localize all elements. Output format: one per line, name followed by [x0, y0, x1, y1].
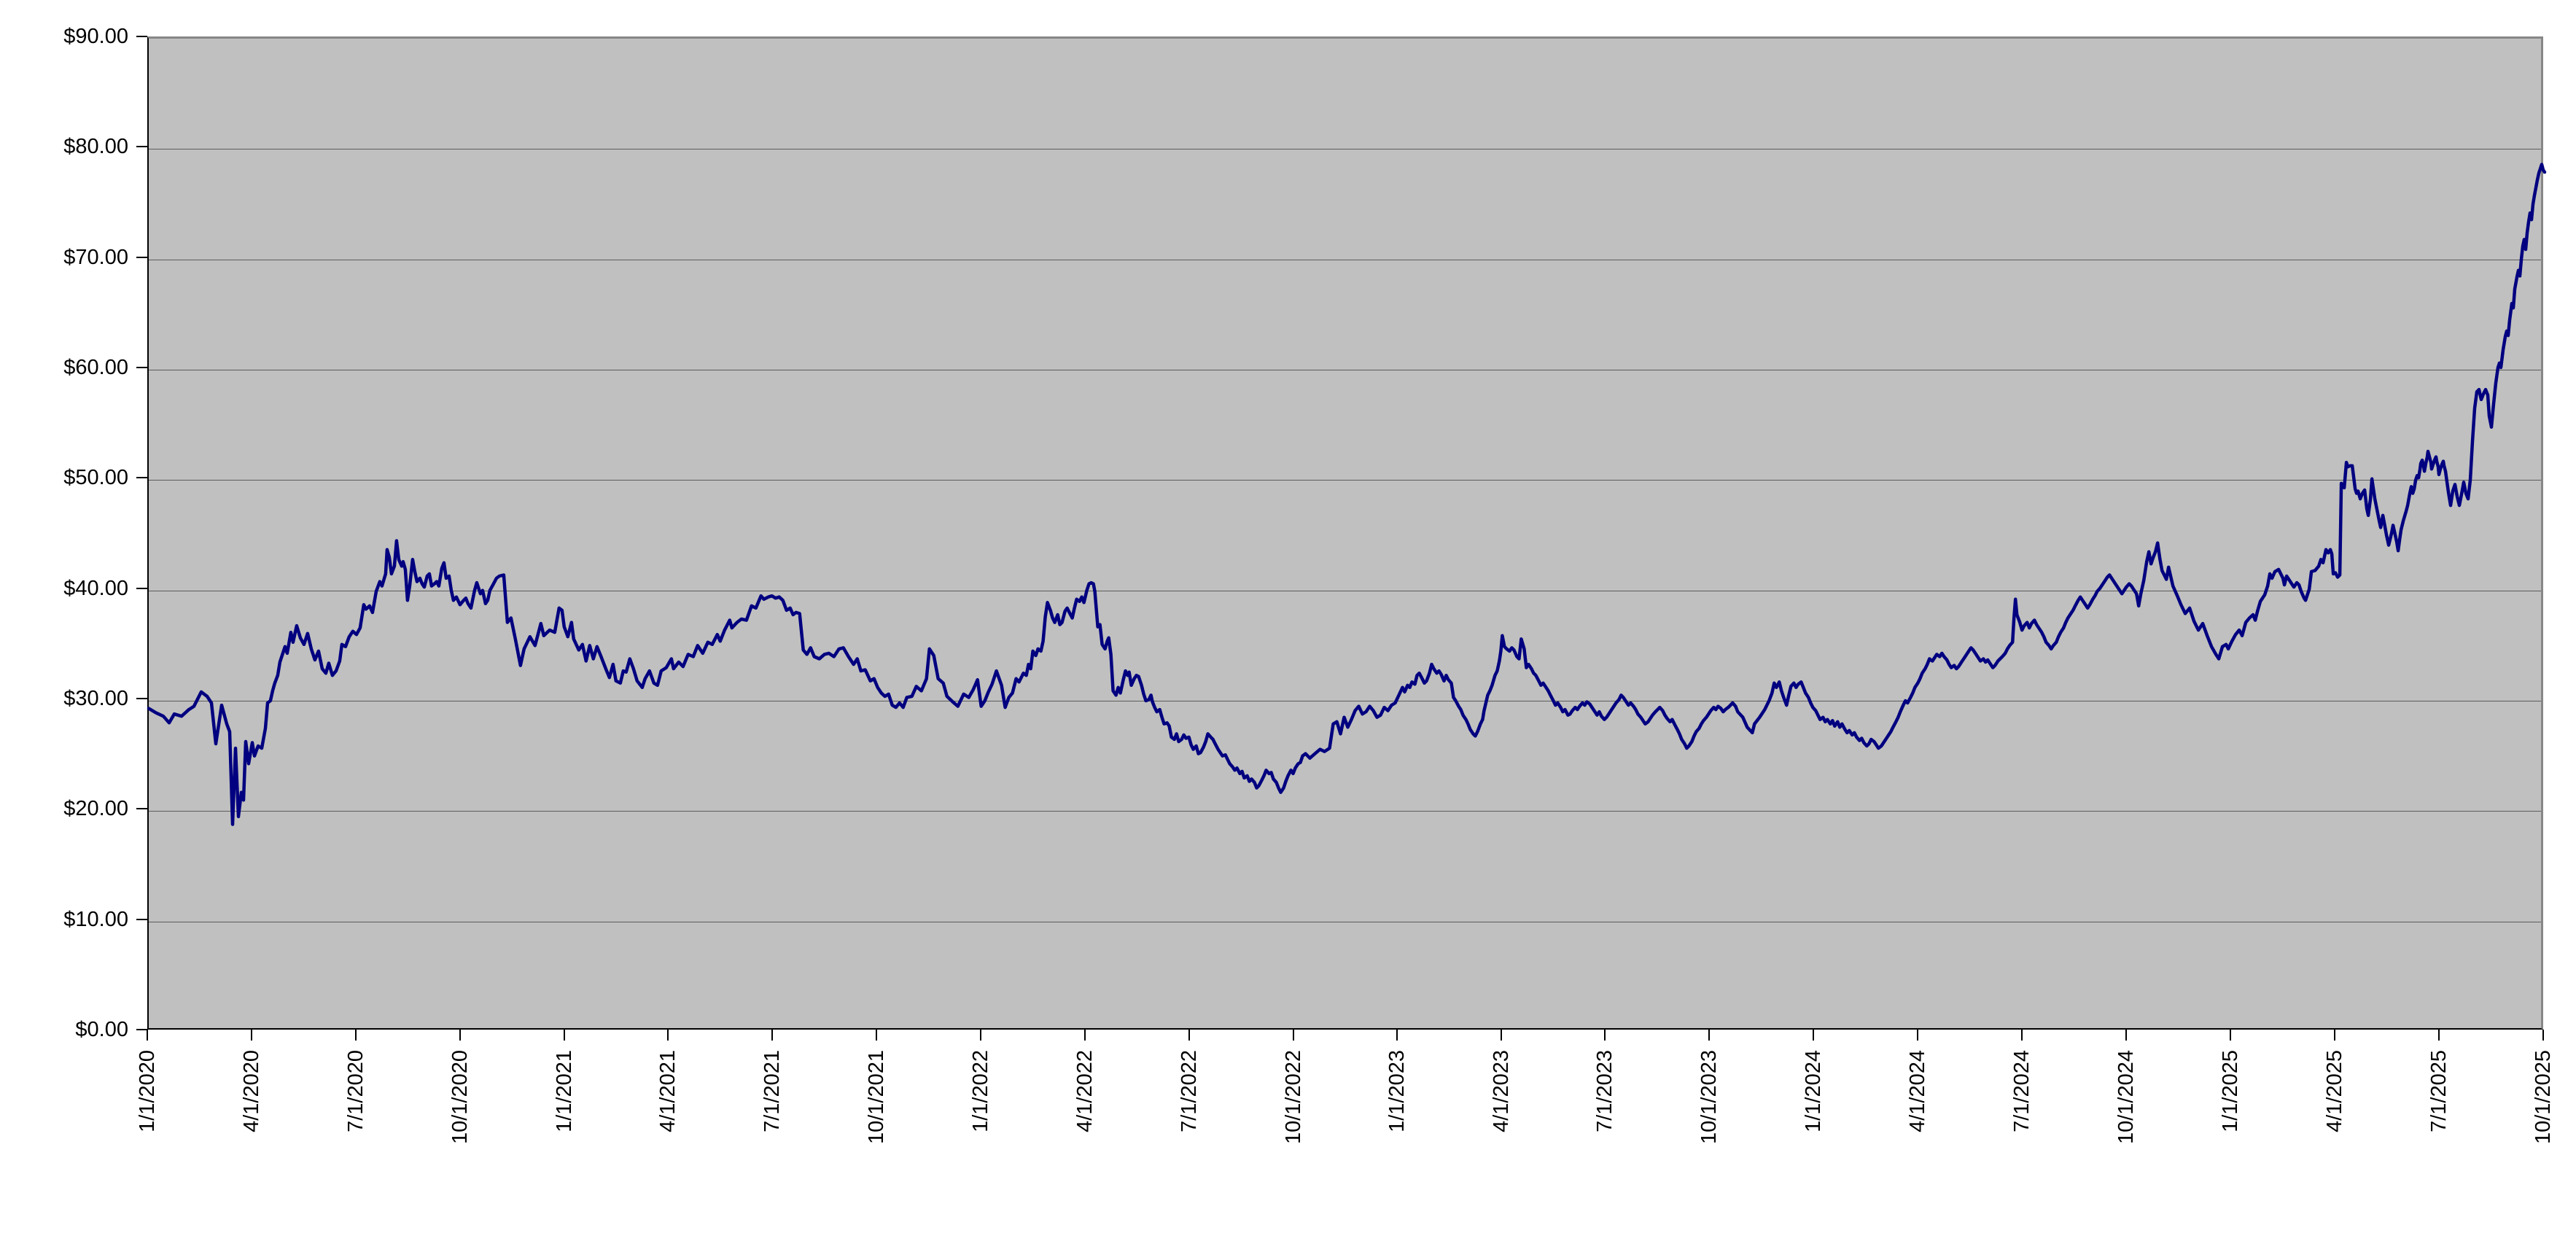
x-axis-tick-label: 7/1/2022: [1178, 1050, 1201, 1132]
y-axis-tick-mark: [136, 477, 147, 478]
x-axis-tick-mark: [1293, 1030, 1294, 1041]
x-axis-tick-label: 1/1/2021: [553, 1050, 576, 1132]
y-axis-tick-label: $20.00: [63, 797, 128, 820]
plot-area: [147, 36, 2547, 1030]
x-axis-tick-mark: [1396, 1030, 1398, 1041]
y-axis-tick-label: $40.00: [63, 577, 128, 600]
y-axis-tick-mark: [136, 919, 147, 920]
x-axis-tick-label: 7/1/2021: [760, 1050, 784, 1132]
y-axis-tick-mark: [136, 36, 147, 37]
x-axis-tick-label: 1/1/2025: [2219, 1050, 2242, 1132]
price-line-series: [147, 163, 2547, 826]
x-axis-tick-label: 10/1/2023: [1697, 1050, 1721, 1145]
x-axis-tick-label: 7/1/2023: [1593, 1050, 1616, 1132]
y-axis-tick-mark: [136, 1029, 147, 1030]
x-axis-tick-label: 7/1/2024: [2010, 1050, 2034, 1132]
x-axis-tick-label: 1/1/2020: [136, 1050, 159, 1132]
x-axis-tick-label: 10/1/2025: [2532, 1050, 2555, 1145]
x-axis-tick-mark: [980, 1030, 981, 1041]
y-axis-tick-mark: [136, 808, 147, 809]
x-axis-tick-mark: [876, 1030, 877, 1041]
x-axis-tick-mark: [1084, 1030, 1086, 1041]
y-axis-tick-mark: [136, 146, 147, 147]
y-axis-tick-label: $0.00: [75, 1018, 128, 1041]
y-axis-tick-label: $70.00: [63, 246, 128, 269]
x-axis-tick-mark: [667, 1030, 669, 1041]
x-axis-tick-mark: [2230, 1030, 2231, 1041]
x-axis-tick-label: 10/1/2022: [1282, 1050, 1305, 1145]
x-axis-tick-label: 4/1/2023: [1490, 1050, 1513, 1132]
y-axis-tick-mark: [136, 698, 147, 699]
x-axis-tick-mark: [147, 1030, 148, 1041]
x-axis-tick-mark: [1501, 1030, 1502, 1041]
y-axis-tick-label: $60.00: [63, 356, 128, 379]
x-axis-tick-mark: [2542, 1030, 2544, 1041]
y-axis-tick-mark: [136, 257, 147, 258]
x-axis-tick-mark: [2021, 1030, 2023, 1041]
x-axis-tick-mark: [1604, 1030, 1606, 1041]
y-axis-tick-label: $50.00: [63, 466, 128, 489]
x-axis-tick-label: 7/1/2025: [2427, 1050, 2451, 1132]
x-axis-tick-label: 1/1/2024: [1802, 1050, 1825, 1132]
y-axis-tick-label: $90.00: [63, 25, 128, 48]
x-axis-tick-mark: [771, 1030, 773, 1041]
y-axis-tick-mark: [136, 588, 147, 589]
x-axis-tick-mark: [355, 1030, 357, 1041]
x-axis-tick-mark: [2125, 1030, 2127, 1041]
gridline: [149, 811, 2541, 812]
x-axis-tick-mark: [1708, 1030, 1710, 1041]
x-axis-tick-mark: [1917, 1030, 1918, 1041]
x-axis-tick-label: 4/1/2021: [656, 1050, 680, 1132]
price-line: [147, 163, 2547, 826]
x-axis-tick-label: 4/1/2022: [1073, 1050, 1097, 1132]
x-axis-tick-label: 10/1/2024: [2114, 1050, 2138, 1145]
x-axis-tick-label: 4/1/2024: [1906, 1050, 1929, 1132]
x-axis-tick-label: 4/1/2025: [2323, 1050, 2346, 1132]
x-axis-tick-label: 1/1/2022: [969, 1050, 992, 1132]
y-axis-tick-label: $30.00: [63, 687, 128, 710]
x-axis-tick-label: 1/1/2023: [1385, 1050, 1409, 1132]
x-axis-tick-label: 10/1/2020: [448, 1050, 472, 1145]
x-axis-tick-mark: [1188, 1030, 1190, 1041]
x-axis-tick-mark: [251, 1030, 252, 1041]
x-axis-tick-mark: [2334, 1030, 2335, 1041]
y-axis-tick-label: $80.00: [63, 135, 128, 158]
x-axis-tick-label: 7/1/2020: [344, 1050, 367, 1132]
x-axis-tick-label: 10/1/2021: [865, 1050, 888, 1145]
x-axis-tick-mark: [564, 1030, 565, 1041]
gridline: [149, 480, 2541, 481]
x-axis-tick-mark: [459, 1030, 461, 1041]
x-axis-tick-mark: [2438, 1030, 2440, 1041]
x-axis-tick-mark: [1813, 1030, 1814, 1041]
y-axis-tick-mark: [136, 367, 147, 368]
x-axis-tick-label: 4/1/2020: [240, 1050, 263, 1132]
y-axis-tick-label: $10.00: [63, 908, 128, 931]
